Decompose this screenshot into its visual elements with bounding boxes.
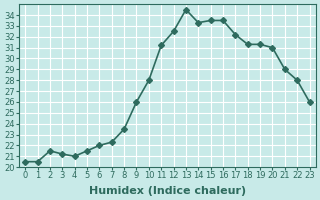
X-axis label: Humidex (Indice chaleur): Humidex (Indice chaleur) — [89, 186, 246, 196]
